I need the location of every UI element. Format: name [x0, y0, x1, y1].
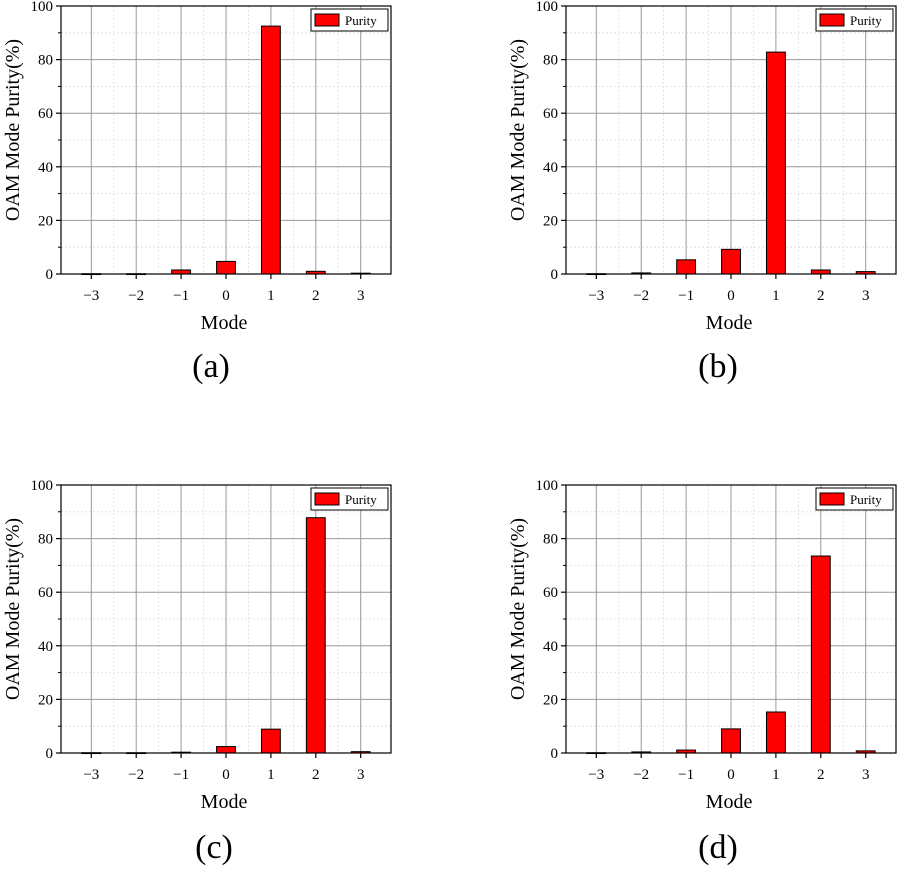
- major-grid: [566, 485, 896, 753]
- x-tick-label: −3: [83, 767, 99, 783]
- y-tick-label: 0: [46, 267, 54, 283]
- panel-label: (c): [195, 829, 233, 866]
- y-tick-label: 0: [551, 746, 559, 762]
- x-tick-label: 1: [267, 288, 275, 304]
- bar-mode-1: [765, 711, 786, 754]
- x-axis-label: Mode: [706, 791, 753, 813]
- legend-swatch: [819, 13, 845, 27]
- chart-panel-a: 0 20 40 60 80 100 −3 −2 −1 0 1 2 3 Mode OAM Mode Purit…: [2, 0, 392, 334]
- y-tick-label: 80: [38, 532, 53, 548]
- legend-label: Purity: [345, 13, 377, 28]
- y-tick-label: 80: [543, 532, 558, 548]
- x-tick-label: 3: [862, 288, 870, 304]
- legend-swatch: [314, 492, 340, 506]
- bar-mode--1: [171, 269, 192, 275]
- bar-mode-0: [721, 728, 741, 754]
- x-tick-label: −2: [633, 288, 649, 304]
- x-axis-label: Mode: [706, 312, 753, 334]
- legend-label: Purity: [850, 492, 882, 507]
- y-tick-label: 40: [38, 639, 53, 655]
- x-axis-label: Mode: [201, 791, 248, 813]
- x-tick-label: 0: [727, 288, 735, 304]
- y-axis-label: OAM Mode Purity(%): [507, 518, 529, 700]
- legend-label: Purity: [850, 13, 882, 28]
- y-tick-label: 60: [38, 585, 53, 601]
- x-tick-label: −3: [588, 767, 604, 783]
- x-tick-label: −2: [128, 767, 144, 783]
- y-tick-label: 40: [543, 639, 558, 655]
- x-tick-label: 1: [772, 288, 780, 304]
- x-tick-label: −3: [83, 288, 99, 304]
- x-tick-label: 3: [357, 288, 365, 304]
- bar-mode-2: [810, 555, 831, 754]
- x-tick-label: 2: [312, 288, 320, 304]
- y-tick-label: 0: [551, 267, 559, 283]
- y-tick-label: 60: [543, 106, 558, 122]
- bar-mode-2: [305, 517, 326, 754]
- x-tick-label: 3: [862, 767, 870, 783]
- chart-panel-b: 0 20 40 60 80 100 −3 −2 −1 0 1 2 3 Mode OAM Mode Purit…: [507, 0, 897, 334]
- y-tick-label: 20: [38, 213, 53, 229]
- x-tick-label: 2: [312, 767, 320, 783]
- y-axis-label: OAM Mode Purity(%): [507, 39, 529, 221]
- bar-mode-1: [765, 51, 786, 275]
- bar-mode--1: [676, 259, 697, 275]
- x-tick-label: −1: [678, 767, 694, 783]
- chart-panel-c: 0 20 40 60 80 100 −3 −2 −1 0 1 2 3 Mode OAM Mode Purit…: [2, 478, 392, 813]
- legend-label: Purity: [345, 492, 377, 507]
- x-tick-label: −1: [173, 288, 189, 304]
- y-axis-label: OAM Mode Purity(%): [2, 39, 24, 221]
- x-tick-label: 2: [817, 767, 825, 783]
- y-tick-label: 100: [536, 0, 559, 15]
- bar-mode-1: [260, 25, 281, 275]
- x-tick-label: −2: [633, 767, 649, 783]
- x-tick-label: 0: [222, 288, 230, 304]
- bar-mode-0: [216, 746, 236, 754]
- x-tick-label: −1: [678, 288, 694, 304]
- y-tick-label: 100: [536, 478, 559, 494]
- x-tick-label: 0: [727, 767, 735, 783]
- bar-mode-0: [721, 248, 741, 275]
- x-tick-label: 3: [357, 767, 365, 783]
- x-tick-label: −2: [128, 288, 144, 304]
- x-tick-label: −1: [173, 767, 189, 783]
- x-tick-label: 0: [222, 767, 230, 783]
- y-tick-label: 80: [543, 53, 558, 69]
- legend-swatch: [314, 13, 340, 27]
- x-tick-label: −3: [588, 288, 604, 304]
- y-tick-label: 80: [38, 53, 53, 69]
- bar-mode-1: [260, 728, 281, 754]
- y-tick-label: 60: [38, 106, 53, 122]
- y-tick-label: 20: [543, 692, 558, 708]
- panel-label: (a): [192, 348, 230, 385]
- y-axis-label: OAM Mode Purity(%): [2, 518, 24, 700]
- x-tick-label: 1: [267, 767, 275, 783]
- y-tick-label: 60: [543, 585, 558, 601]
- chart-panel-d: 0 20 40 60 80 100 −3 −2 −1 0 1 2 3 Mode OAM Mode Purit…: [507, 478, 897, 813]
- x-tick-label: 1: [772, 767, 780, 783]
- y-tick-label: 100: [31, 0, 54, 15]
- bar-mode-2: [810, 269, 831, 275]
- y-tick-label: 100: [31, 478, 54, 494]
- y-tick-label: 0: [46, 746, 54, 762]
- y-tick-label: 20: [543, 213, 558, 229]
- panel-label: (b): [698, 348, 738, 385]
- bar-mode-0: [216, 260, 236, 275]
- legend-swatch: [819, 492, 845, 506]
- y-tick-label: 40: [38, 160, 53, 176]
- panel-label: (d): [698, 829, 738, 866]
- y-tick-label: 40: [543, 160, 558, 176]
- x-tick-label: 2: [817, 288, 825, 304]
- x-axis-label: Mode: [201, 312, 248, 334]
- y-tick-label: 20: [38, 692, 53, 708]
